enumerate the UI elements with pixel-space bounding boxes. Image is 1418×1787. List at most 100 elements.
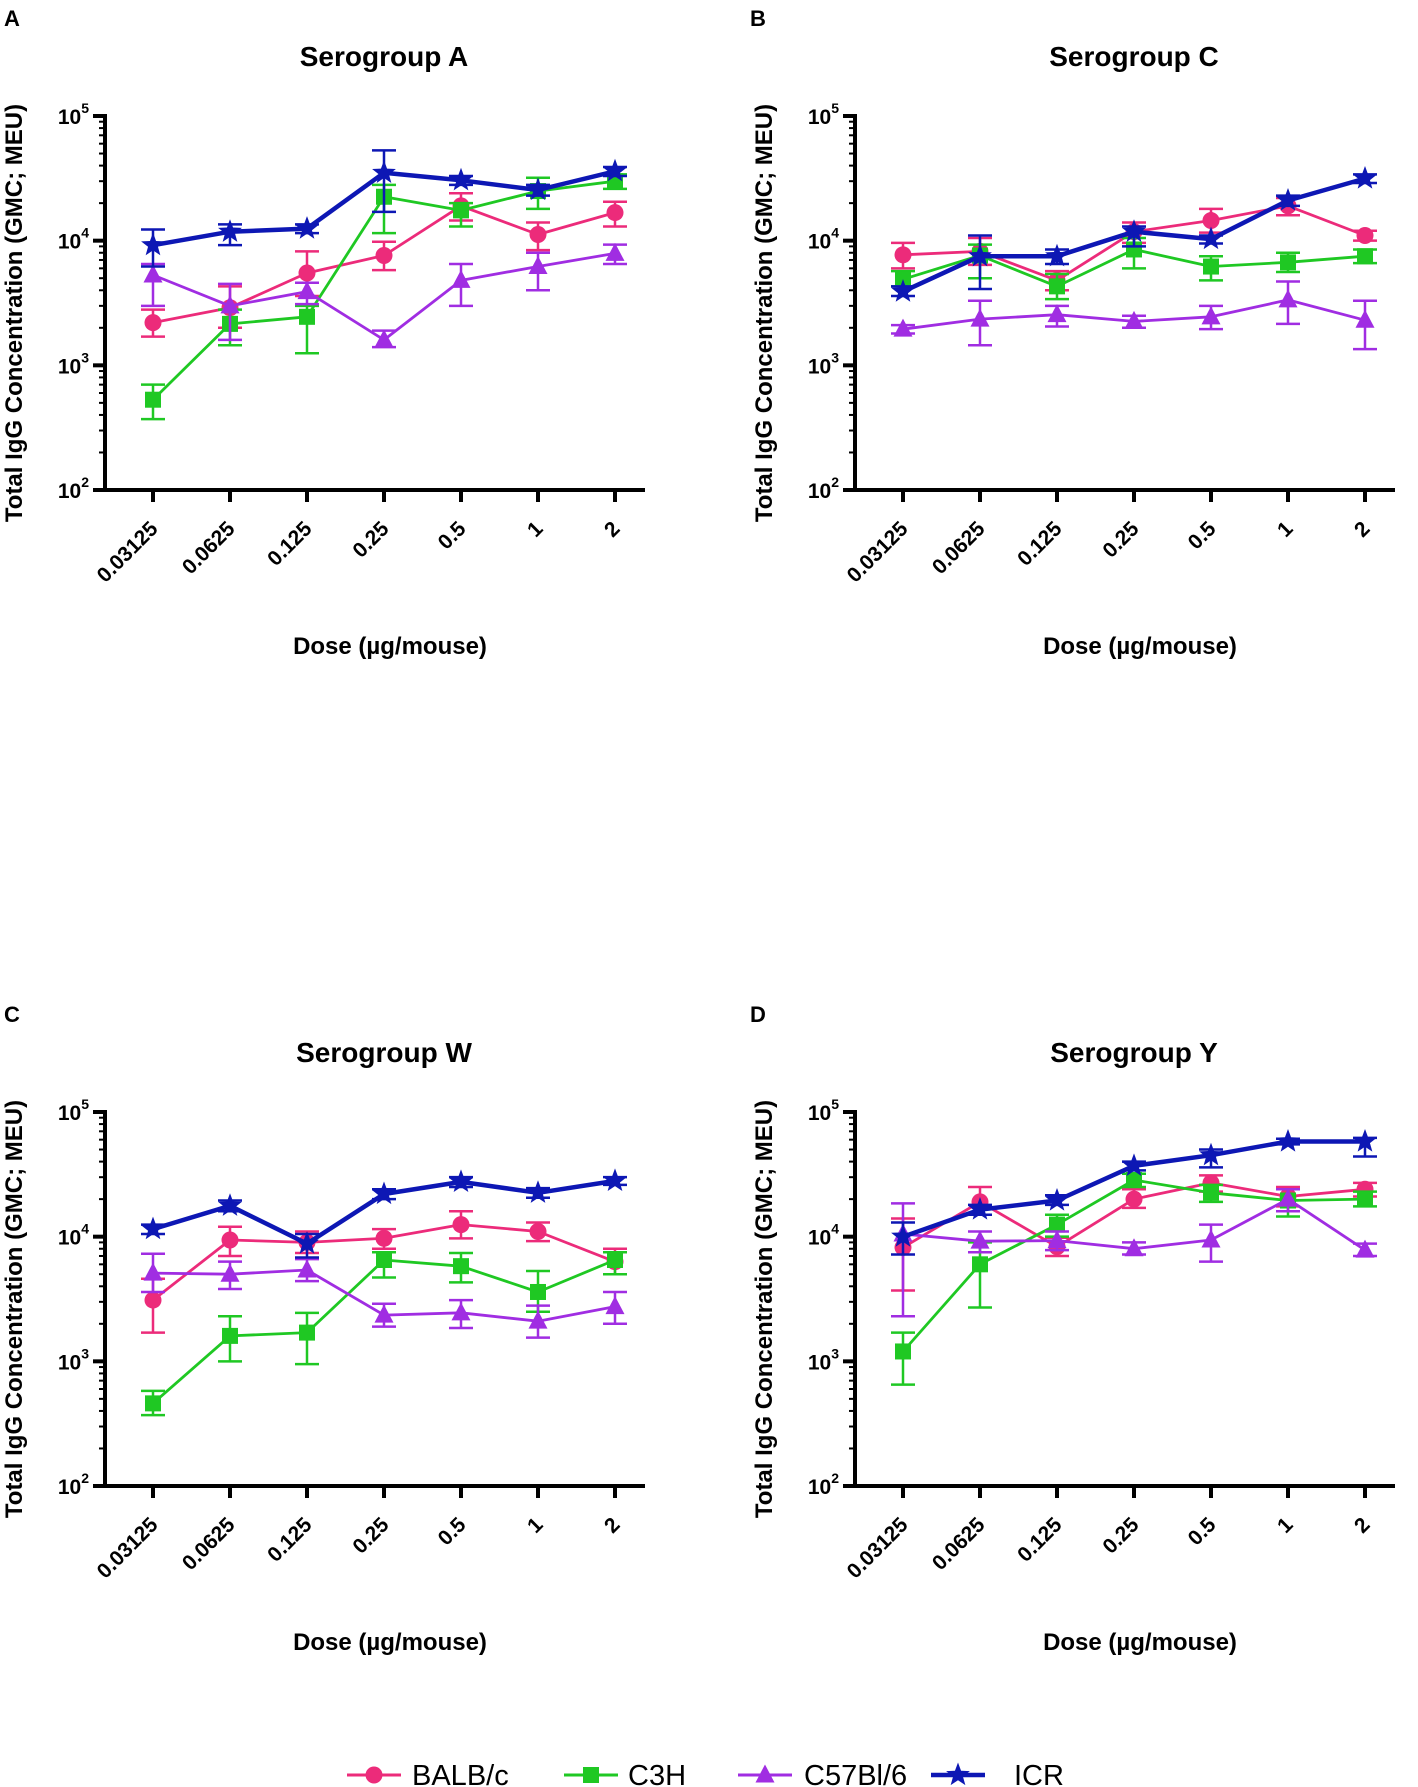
x-axis-label: Dose (µg/mouse) — [293, 633, 487, 660]
series-icr — [891, 1128, 1377, 1256]
data-point — [145, 391, 161, 408]
data-point — [526, 177, 550, 201]
data-point — [1202, 212, 1220, 230]
legend-marker-square-icon — [583, 1767, 599, 1783]
data-point — [299, 1324, 315, 1341]
x-axis-label: Dose (µg/mouse) — [1043, 633, 1237, 660]
data-point — [1355, 1239, 1375, 1258]
data-point — [375, 247, 393, 265]
data-point — [451, 1302, 471, 1321]
data-point — [221, 1231, 239, 1249]
data-point — [529, 226, 547, 244]
data-point — [891, 279, 915, 302]
data-point — [894, 246, 912, 264]
data-point — [1278, 289, 1298, 308]
data-point — [1356, 227, 1374, 245]
data-point — [295, 1231, 319, 1254]
x-tick-label: 2 — [600, 517, 625, 542]
y-tick-base: 10 — [808, 1102, 831, 1125]
y-tick-label: 103 — [808, 1345, 839, 1374]
series-balb-c — [891, 1174, 1377, 1292]
data-point — [1355, 309, 1375, 328]
panel-letter: D — [750, 1002, 766, 1027]
legend-marker-star-icon — [946, 1762, 970, 1786]
data-point — [453, 202, 469, 219]
y-axis-label: Total IgG Concentration (GMC; MEU) — [1, 104, 28, 522]
data-point — [968, 1197, 992, 1220]
data-point — [145, 1395, 161, 1412]
series-c3h — [141, 1250, 627, 1417]
legend-label: ICR — [1014, 1760, 1064, 1787]
x-tick-label: 0.25 — [1098, 517, 1143, 562]
x-tick-label: 0.03125 — [843, 1513, 913, 1583]
data-point — [453, 1258, 469, 1275]
data-point — [603, 158, 627, 182]
data-point — [968, 243, 992, 267]
data-point — [1122, 219, 1146, 242]
x-tick-label: 0.5 — [1184, 1513, 1221, 1550]
x-tick-label: 1 — [523, 517, 548, 542]
y-tick-base: 10 — [808, 1351, 831, 1374]
y-tick-base: 10 — [58, 1227, 81, 1250]
data-point — [1124, 1238, 1144, 1257]
y-tick-base: 10 — [58, 106, 81, 129]
data-point — [605, 242, 625, 261]
y-tick-exponent: 5 — [831, 1096, 839, 1112]
x-tick-label: 0.5 — [1184, 517, 1221, 554]
y-tick-label: 105 — [58, 100, 89, 129]
y-tick-label: 103 — [58, 349, 89, 378]
legend-marker-triangle-icon — [755, 1764, 775, 1783]
series-c57bl-6 — [891, 1188, 1377, 1318]
data-point — [607, 1251, 623, 1268]
y-tick-exponent: 4 — [81, 1221, 89, 1237]
data-point — [222, 1327, 238, 1344]
x-tick-label: 1 — [1273, 517, 1298, 542]
chart-title: Serogroup C — [1049, 41, 1219, 72]
series-c57bl-6 — [141, 242, 627, 349]
legend-item-icr: ICR — [931, 1760, 1064, 1787]
data-point — [526, 1180, 550, 1203]
x-tick-label: 0.03125 — [843, 517, 913, 587]
legend-item-balb-c: BALB/c — [347, 1760, 509, 1787]
x-tick-label: 0.0625 — [178, 517, 240, 579]
y-tick-exponent: 2 — [81, 474, 89, 490]
data-point — [893, 318, 913, 337]
data-point — [298, 264, 316, 282]
y-tick-base: 10 — [808, 480, 831, 503]
data-point — [299, 308, 315, 325]
y-tick-exponent: 5 — [81, 100, 89, 116]
y-tick-label: 105 — [808, 100, 839, 129]
data-point — [970, 308, 990, 327]
legend: BALB/c C3H C57Bl/6 ICR — [347, 1760, 1064, 1787]
y-tick-exponent: 5 — [81, 1096, 89, 1112]
legend-item-c3h: C3H — [564, 1760, 686, 1787]
y-axis-label: Total IgG Concentration (GMC; MEU) — [751, 1100, 778, 1518]
data-point — [528, 256, 548, 275]
x-tick-label: 0.0625 — [928, 517, 990, 579]
data-point — [1124, 310, 1144, 329]
series-icr — [141, 149, 627, 268]
data-point — [1276, 188, 1300, 211]
legend-label: C57Bl/6 — [804, 1760, 907, 1787]
legend-item-c57bl-6: C57Bl/6 — [738, 1760, 907, 1787]
data-point — [1276, 1128, 1300, 1152]
x-tick-label: 0.25 — [1098, 1513, 1143, 1558]
panel-letter: B — [750, 6, 766, 31]
y-tick-exponent: 3 — [81, 349, 89, 365]
series-icr — [141, 1168, 627, 1259]
data-point — [1353, 1128, 1377, 1152]
x-tick-label: 2 — [1350, 517, 1375, 542]
x-tick-label: 0.25 — [348, 517, 393, 562]
x-tick-label: 0.125 — [263, 1513, 317, 1567]
y-tick-exponent: 3 — [831, 349, 839, 365]
x-tick-label: 0.03125 — [93, 1513, 163, 1583]
data-point — [972, 1256, 988, 1273]
data-point — [144, 314, 162, 332]
y-tick-label: 102 — [808, 1470, 839, 1499]
data-point — [295, 216, 319, 239]
data-point — [1278, 1188, 1298, 1207]
y-tick-base: 10 — [58, 1102, 81, 1125]
series-icr — [891, 166, 1377, 302]
